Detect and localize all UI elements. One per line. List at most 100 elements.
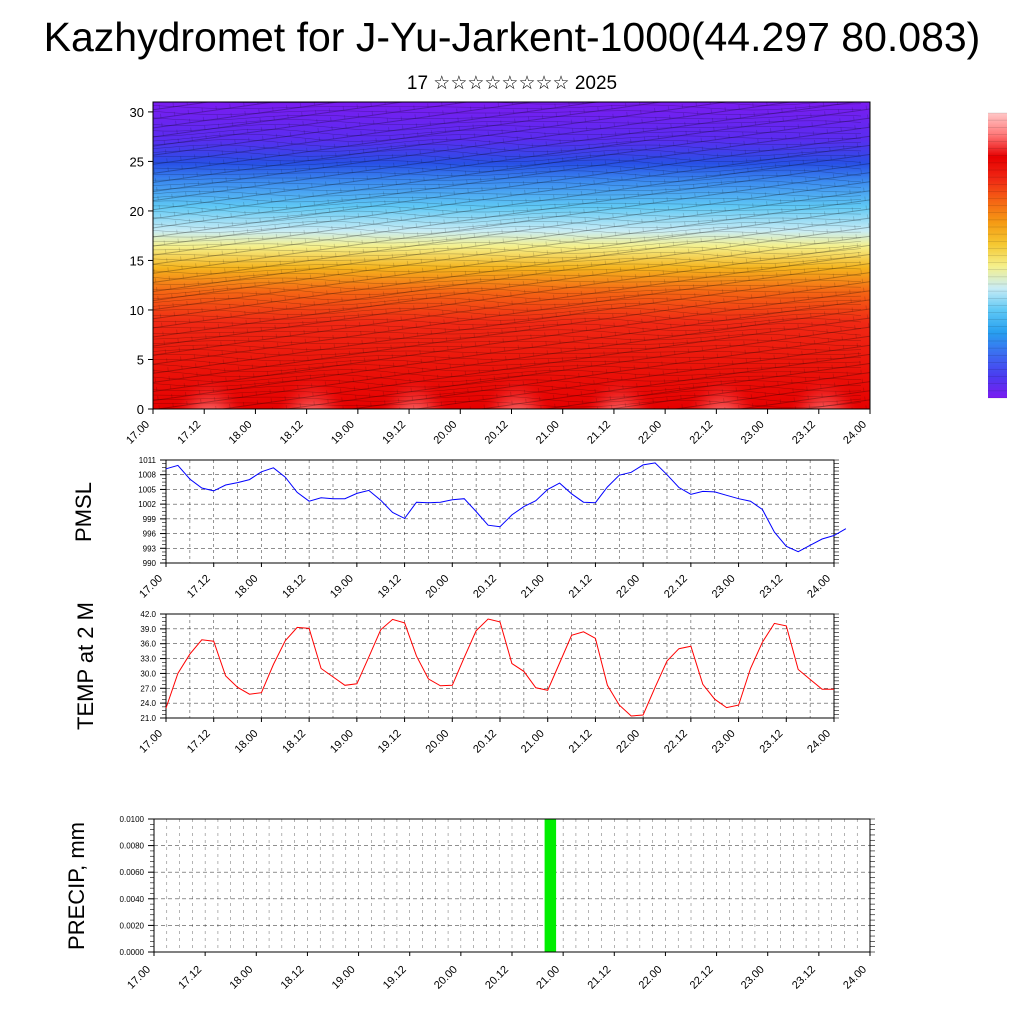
x-tick-label: 20.12 <box>483 419 511 447</box>
x-tick-label: 19.00 <box>330 964 358 992</box>
y-tick-label: 20 <box>130 204 144 219</box>
y-tick-label: 990 <box>143 559 157 568</box>
y-tick-label: 0.0040 <box>120 895 145 904</box>
y-tick-label: 36.0 <box>140 640 156 649</box>
x-tick-label: 19.12 <box>380 419 408 447</box>
x-tick-label: 23.12 <box>790 419 818 447</box>
section-field <box>153 102 870 409</box>
x-tick-label: 23.12 <box>757 573 785 601</box>
y-tick-label: 1002 <box>138 500 156 509</box>
x-tick-label: 23.12 <box>790 964 818 992</box>
x-tick-label: 19.12 <box>376 573 404 601</box>
x-tick-label: 18.12 <box>278 419 306 447</box>
x-tick-label: 24.00 <box>841 964 869 992</box>
wind-barbs <box>153 102 870 409</box>
x-tick-label: 23.00 <box>710 728 738 756</box>
x-tick-label: 19.12 <box>376 728 404 756</box>
y-tick-label: 5 <box>137 352 144 367</box>
y-axis-label: PMSL <box>71 482 96 542</box>
y-tick-label: 993 <box>143 544 157 553</box>
x-tick-label: 23.00 <box>739 964 767 992</box>
x-tick-label: 20.00 <box>431 419 459 447</box>
y-tick-label: 996 <box>143 530 157 539</box>
panel-frame <box>165 613 835 719</box>
panel-frame <box>165 459 835 564</box>
y-tick-label: 42.0 <box>140 610 156 619</box>
x-tick-label: 17.12 <box>175 419 203 447</box>
y-tick-label: 0.0020 <box>120 921 145 930</box>
y-tick-label: 999 <box>143 515 157 524</box>
precip-panel: 0.0000 0.0020 0.0040 0.0060 0.0080 0.0100 17.0… <box>64 815 875 992</box>
pmsl-panel: 990 993 996 999 1002 1005 1008 1011 17.00 17.12 18… <box>71 456 847 601</box>
x-tick-label: 17.00 <box>124 419 152 447</box>
y-tick-label: 30 <box>130 105 144 120</box>
temp-panel: 21.0 24.0 27.0 30.0 33.0 36.0 39.0 42.0 17.00 17.… <box>73 602 839 756</box>
y-tick-label: 1011 <box>139 456 157 465</box>
y-tick-label: 1005 <box>138 485 156 494</box>
y-tick-label: 39.0 <box>140 625 156 634</box>
x-tick-label: 18.12 <box>280 573 308 601</box>
x-tick-label: 21.12 <box>567 728 595 756</box>
x-tick-label: 21.12 <box>585 964 613 992</box>
precip-bar <box>544 819 557 952</box>
chart-subtitle: 17 ☆☆☆☆☆☆☆☆ 2025 <box>406 73 618 94</box>
x-tick-label: 19.00 <box>328 728 356 756</box>
y-tick-label: 10 <box>130 303 144 318</box>
y-axis-label: TEMP at 2 M <box>73 602 98 730</box>
pmsl-series-line <box>165 462 847 553</box>
y-tick-label: 0 <box>137 402 144 417</box>
x-tick-label: 23.12 <box>757 728 785 756</box>
x-tick-label: 22.12 <box>662 573 690 601</box>
y-axis-label: PRECIP, mm <box>64 822 89 950</box>
x-tick-label: 23.00 <box>710 573 738 601</box>
x-tick-label: 20.12 <box>471 728 499 756</box>
x-tick-label: 24.00 <box>841 419 869 447</box>
x-tick-label: 22.12 <box>662 728 690 756</box>
x-tick-label: 17.12 <box>185 728 213 756</box>
x-tick-label: 17.12 <box>176 964 204 992</box>
x-tick-label: 21.00 <box>519 573 547 601</box>
y-tick-label: 15 <box>130 253 144 268</box>
x-tick-label: 17.00 <box>125 964 153 992</box>
x-tick-label: 21.00 <box>519 728 547 756</box>
x-tick-label: 18.00 <box>227 419 255 447</box>
x-tick-label: 18.12 <box>279 964 307 992</box>
y-tick-label: 1008 <box>138 471 156 480</box>
y-tick-label: 33.0 <box>140 655 156 664</box>
y-tick-label: 0.0100 <box>120 815 145 824</box>
x-tick-label: 22.12 <box>688 964 716 992</box>
x-tick-label: 24.00 <box>805 573 833 601</box>
x-tick-label: 17.12 <box>185 573 213 601</box>
x-tick-label: 20.00 <box>432 964 460 992</box>
x-tick-label: 22.00 <box>636 419 664 447</box>
x-tick-label: 17.00 <box>137 728 165 756</box>
y-tick-label: 0.0000 <box>120 948 145 957</box>
x-tick-label: 21.12 <box>567 573 595 601</box>
x-tick-label: 19.00 <box>329 419 357 447</box>
chart-title: Kazhydromet for J-Yu-Jarkent-1000(44.297… <box>43 14 981 60</box>
cross-section-panel: 0 5 10 15 20 25 30 17.00 17.12 18.00 18.12 19.00 19.… <box>124 101 871 447</box>
y-tick-label: 21.0 <box>140 714 156 723</box>
x-tick-label: 18.12 <box>280 728 308 756</box>
x-tick-label: 19.00 <box>328 573 356 601</box>
x-tick-label: 22.00 <box>614 728 642 756</box>
x-tick-label: 23.00 <box>739 419 767 447</box>
x-tick-label: 18.00 <box>233 573 261 601</box>
x-tick-label: 20.12 <box>471 573 499 601</box>
y-tick-label: 30.0 <box>140 669 156 678</box>
x-tick-label: 22.00 <box>614 573 642 601</box>
x-tick-label: 20.00 <box>423 573 451 601</box>
y-tick-label: 27.0 <box>140 684 156 693</box>
colorbar <box>988 112 1007 399</box>
y-tick-label: 0.0080 <box>120 842 145 851</box>
x-tick-label: 21.12 <box>585 419 613 447</box>
x-tick-label: 18.00 <box>227 964 255 992</box>
colorbar-rect <box>988 113 1007 398</box>
y-tick-label: 0.0060 <box>120 868 145 877</box>
x-tick-label: 21.00 <box>534 964 562 992</box>
x-tick-label: 22.00 <box>637 964 665 992</box>
x-tick-label: 20.12 <box>483 964 511 992</box>
x-tick-label: 17.00 <box>137 573 165 601</box>
x-tick-label: 18.00 <box>233 728 261 756</box>
